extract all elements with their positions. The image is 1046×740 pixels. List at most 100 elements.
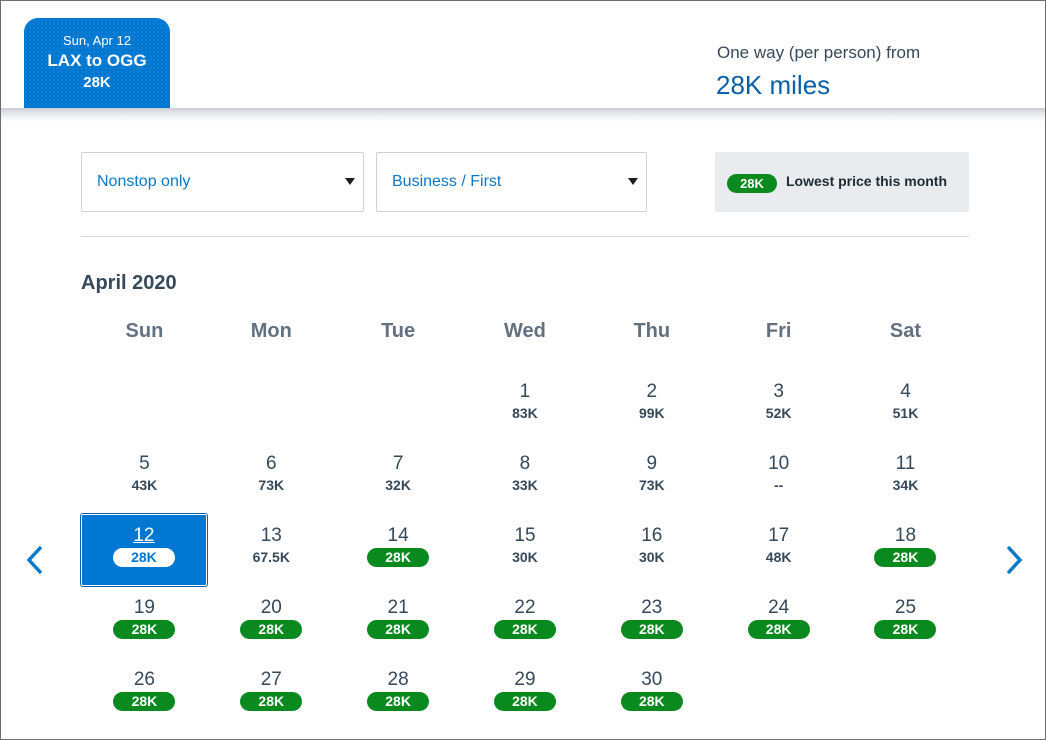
calendar-day[interactable]: 22 28K — [462, 586, 589, 658]
day-price-lowest-badge: 28K — [874, 620, 937, 639]
calendar-day[interactable]: 11 34K — [842, 442, 969, 514]
day-number: 17 — [768, 525, 790, 546]
day-number: 19 — [133, 597, 155, 618]
calendar-day[interactable]: 15 30K — [462, 514, 589, 586]
day-number: 14 — [387, 525, 409, 546]
day-number: 4 — [900, 381, 911, 402]
calendar-day[interactable]: 10 -- — [715, 442, 842, 514]
calendar-day[interactable]: 18 28K — [842, 514, 969, 586]
day-number: 18 — [894, 525, 917, 546]
calendar-grid: 1 83K 2 99K 3 52K 4 51K 5 43K 6 73K 7 32K 8 33K 9 73K 10 --… — [80, 370, 969, 730]
cabin-select-value: Business / First — [392, 173, 502, 190]
day-price: 32K — [385, 477, 411, 493]
calendar-day[interactable]: 13 67.5K — [208, 514, 335, 586]
calendar-day[interactable]: 19 28K — [81, 586, 208, 658]
selected-flight-route: LAX to OGG — [47, 51, 147, 70]
chevron-left-icon[interactable] — [22, 543, 52, 577]
day-number: 1 — [519, 381, 531, 402]
calendar-day[interactable]: 17 48K — [715, 514, 842, 586]
day-price: 52K — [765, 405, 792, 421]
day-price-lowest-badge: 28K — [493, 620, 556, 639]
day-number: 27 — [260, 669, 282, 690]
calendar-empty-cell — [81, 370, 208, 442]
day-price-lowest-badge: 28K — [747, 620, 810, 639]
calendar-day-selected[interactable]: 12 28K — [80, 513, 208, 587]
day-price: 83K — [512, 405, 538, 421]
caret-down-icon — [628, 178, 638, 185]
day-price-lowest-badge: 28K — [367, 548, 430, 567]
day-number: 7 — [392, 453, 404, 474]
selected-flight-date: Sun, Apr 12 — [63, 33, 131, 48]
day-number: 26 — [133, 669, 155, 690]
calendar-day[interactable]: 8 33K — [462, 442, 589, 514]
stops-select[interactable]: Nonstop only — [81, 152, 364, 212]
calendar-day[interactable]: 28 28K — [335, 658, 462, 730]
calendar-day[interactable]: 14 28K — [335, 514, 462, 586]
weekday-label: Thu — [633, 320, 671, 342]
fare-header: Sun, Apr 12 LAX to OGG 28K One way (per … — [1, 1, 1045, 110]
calendar-day[interactable]: 25 28K — [842, 586, 969, 658]
weekday-label: Sun — [125, 320, 164, 342]
day-number: 12 — [133, 525, 155, 546]
selected-flight-price: 28K — [83, 74, 111, 91]
day-price-lowest-badge: 28K — [874, 548, 937, 567]
calendar-day[interactable]: 29 28K — [462, 658, 589, 730]
weekday-header-row: Sun Mon Tue Wed Thu Fri Sat — [81, 320, 969, 343]
day-number: 13 — [260, 525, 282, 546]
calendar-day[interactable]: 21 28K — [335, 586, 462, 658]
calendar-empty-cell — [335, 370, 462, 442]
calendar-day[interactable]: 23 28K — [588, 586, 715, 658]
day-number: 10 — [768, 453, 790, 474]
calendar-day[interactable]: 2 99K — [588, 370, 715, 442]
day-number: 24 — [768, 597, 790, 618]
caret-down-icon — [345, 178, 355, 185]
calendar-day[interactable]: 16 30K — [588, 514, 715, 586]
calendar-day[interactable]: 26 28K — [81, 658, 208, 730]
calendar-day[interactable]: 24 28K — [715, 586, 842, 658]
day-price-lowest-badge: 28K — [113, 620, 176, 639]
selected-flight-tab[interactable]: Sun, Apr 12 LAX to OGG 28K — [24, 18, 170, 110]
day-number: 3 — [773, 381, 784, 402]
day-number: 28 — [387, 669, 409, 690]
day-number: 29 — [514, 669, 536, 690]
day-price: 30K — [512, 549, 538, 565]
day-price: 73K — [258, 477, 285, 493]
day-number: 6 — [265, 453, 277, 474]
lowest-price-legend: 28K Lowest price this month — [715, 152, 969, 212]
calendar-day[interactable]: 30 28K — [588, 658, 715, 730]
calendar-empty-cell — [208, 370, 335, 442]
day-number: 22 — [514, 597, 536, 618]
day-price: 34K — [892, 477, 919, 493]
calendar-day[interactable]: 3 52K — [715, 370, 842, 442]
calendar-day[interactable]: 20 28K — [208, 586, 335, 658]
weekday-label: Fri — [765, 320, 792, 342]
day-price: 43K — [131, 477, 158, 493]
day-price: 48K — [765, 549, 792, 565]
calendar-day[interactable]: 5 43K — [81, 442, 208, 514]
day-price-lowest-badge: 28K — [113, 692, 176, 711]
calendar-day[interactable]: 6 73K — [208, 442, 335, 514]
day-price-lowest-badge: 28K — [112, 548, 175, 567]
fare-value: 28K miles — [716, 70, 831, 100]
cabin-select[interactable]: Business / First — [376, 152, 647, 212]
day-number: 25 — [894, 597, 917, 618]
day-number: 20 — [260, 597, 282, 618]
day-number: 30 — [641, 669, 663, 690]
calendar-month-title: April 2020 — [81, 272, 177, 294]
lowest-price-label: Lowest price this month — [786, 173, 948, 189]
day-price: 30K — [638, 549, 665, 565]
calendar-day[interactable]: 9 73K — [588, 442, 715, 514]
calendar-day[interactable]: 1 83K — [462, 370, 589, 442]
calendar-day[interactable]: 27 28K — [208, 658, 335, 730]
day-number: 21 — [387, 597, 409, 618]
day-price: 73K — [638, 477, 665, 493]
chevron-right-icon[interactable] — [998, 543, 1028, 577]
weekday-label: Mon — [250, 320, 292, 342]
stops-select-value: Nonstop only — [97, 173, 191, 190]
divider — [81, 236, 969, 237]
day-number: 16 — [641, 525, 663, 546]
calendar-day[interactable]: 7 32K — [335, 442, 462, 514]
calendar-day[interactable]: 4 51K — [842, 370, 969, 442]
day-price-lowest-badge: 28K — [367, 692, 430, 711]
day-price: 99K — [638, 405, 665, 421]
